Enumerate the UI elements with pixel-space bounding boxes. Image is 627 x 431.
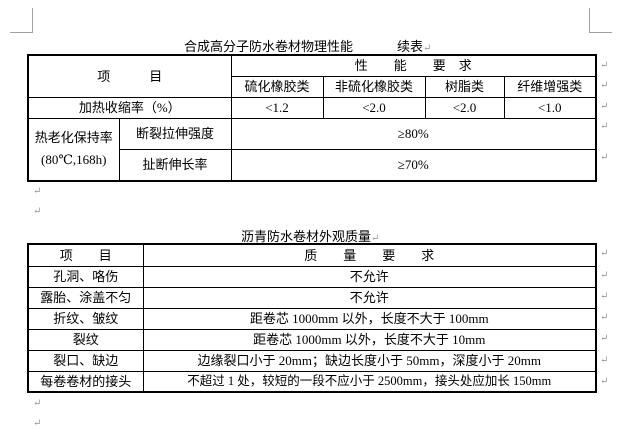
paragraph-mark: ↵ [423, 43, 432, 54]
item-cell: 裂纹 [27, 328, 144, 351]
header-item: 项 目 [27, 54, 232, 98]
table2-title: 沥青防水卷材外观质量↵ [241, 226, 379, 245]
row-end-mark: ↵ [600, 248, 609, 259]
shrink-label: 加热收缩率（%） [27, 96, 232, 119]
requirement-cell: 不允许 [142, 265, 597, 288]
row-end-mark: ↵ [600, 333, 609, 344]
asphalt-appearance-table: 项 目 质 量 要 求 孔洞、咯伤 不允许 露胎、涂盖不匀 不允许 折纹、皱纹 距卷芯… [27, 243, 597, 393]
row-end-mark: ↵ [600, 291, 609, 302]
row-end-mark: ↵ [600, 270, 609, 281]
row-end-mark: ↵ [600, 152, 609, 163]
title-suffix: 续表 [397, 39, 424, 54]
row-end-mark: ↵ [600, 60, 609, 71]
row-end-mark: ↵ [600, 376, 609, 387]
row-end-mark: ↵ [600, 80, 609, 91]
aging-sub-label: 扯断伸长率 [118, 148, 232, 182]
requirement-cell: 距卷芯 1000mm 以外，长度不大于 10mm [142, 328, 597, 351]
margin-corner-top-right [589, 8, 612, 33]
header-performance: 性 能 要 求 [230, 54, 597, 77]
item-cell: 每卷卷材的接头 [27, 370, 144, 393]
requirement-cell: 不允许 [142, 286, 597, 309]
physical-properties-table: 项 目 性 能 要 求 硫化橡胶类 非硫化橡胶类 树脂类 纤维增强类 加热收缩率… [27, 54, 598, 182]
row-end-mark: ↵ [600, 355, 609, 366]
row-end-mark: ↵ [600, 121, 609, 132]
aging-label: 热老化保持率(80℃,168h) [27, 117, 120, 182]
table1-title: 合成高分子防水卷材物理性能 续表↵ [184, 36, 431, 55]
requirement-cell: 距卷芯 1000mm 以外，长度不大于 100mm [142, 307, 597, 330]
requirement-cell: 边缘裂口小于 20mm；缺边长度小于 50mm，深度小于 20mm [142, 349, 597, 372]
title-text: 沥青防水卷材外观质量 [241, 229, 372, 244]
item-cell: 孔洞、咯伤 [27, 265, 144, 288]
row-end-mark: ↵ [600, 101, 609, 112]
aging-value: ≥70% [230, 148, 597, 182]
row-end-mark: ↵ [600, 312, 609, 323]
aging-sub-label: 断裂拉伸强度 [118, 117, 232, 150]
item-cell: 折纹、皱纹 [27, 307, 144, 330]
item-cell: 裂口、缺边 [27, 349, 144, 372]
shrink-value: <1.0 [503, 96, 597, 119]
shrink-value: <2.0 [424, 96, 505, 119]
header-item: 项 目 [27, 243, 144, 267]
paragraph-mark: ↵ [33, 398, 42, 409]
requirement-cell: 不超过 1 处，较短的一段不应小于 2500mm，接头处应加长 150mm [142, 370, 597, 393]
paragraph-mark: ↵ [371, 233, 380, 244]
header-requirement: 质 量 要 求 [142, 243, 597, 267]
item-cell: 露胎、涂盖不匀 [27, 286, 144, 309]
margin-corner-top-left [10, 8, 33, 33]
aging-value: ≥80% [230, 117, 597, 150]
shrink-value: <1.2 [230, 96, 324, 119]
shrink-value: <2.0 [322, 96, 426, 119]
category-header: 树脂类 [424, 75, 505, 98]
paragraph-mark: ↵ [33, 186, 42, 197]
category-header: 硫化橡胶类 [230, 75, 324, 98]
category-header: 非硫化橡胶类 [322, 75, 426, 98]
paragraph-mark: ↵ [33, 418, 42, 429]
category-header: 纤维增强类 [503, 75, 597, 98]
title-text: 合成高分子防水卷材物理性能 [184, 39, 354, 54]
paragraph-mark: ↵ [33, 206, 42, 217]
